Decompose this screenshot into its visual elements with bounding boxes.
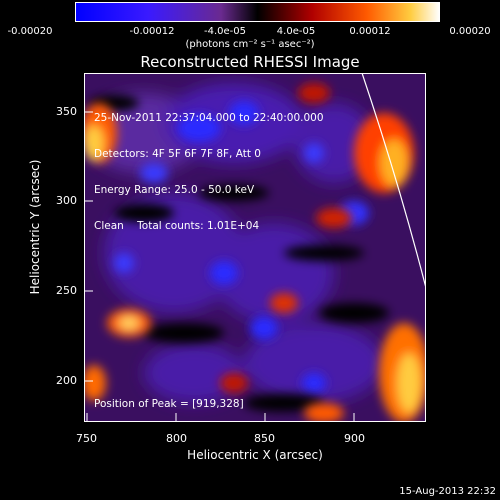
colorbar [75,2,440,22]
info-detectors: Detectors: 4F 5F 6F 7F 8F, Att 0 [94,148,261,160]
x-tick-900: 900 [344,432,365,445]
y-tick-200: 200 [56,374,77,387]
rhessi-image [84,73,426,422]
colorbar-tick-4: 4.0e-05 [276,26,316,37]
peak-position-label: Position of Peak = [919,328] [94,398,244,410]
observation-info: 25-Nov-2011 22:37:04.000 to 22:40:00.000… [94,88,324,244]
x-axis-title: Heliocentric X (arcsec) [187,448,323,462]
y-tick-250: 250 [56,284,77,297]
colorbar-tick-6: 0.00020 [449,26,491,37]
colorbar-tick-5: 0.00012 [349,26,391,37]
y-tick-350: 350 [56,105,77,118]
axis-ticks [84,111,355,422]
info-clean-counts: Clean Total counts: 1.01E+04 [94,220,260,232]
x-tick-850: 850 [254,432,275,445]
info-time-range: 25-Nov-2011 22:37:04.000 to 22:40:00.000 [94,112,324,124]
plot-title: Reconstructed RHESSI Image [140,53,360,71]
timestamp: 15-Aug-2013 22:32 [399,486,496,497]
colorbar-units: (photons cm⁻² s⁻¹ asec⁻²) [185,39,315,50]
x-tick-800: 800 [166,432,187,445]
colorbar-tick-1: -0.00020 [7,26,53,37]
colorbar-tick-3: -4.0e-05 [204,26,246,37]
colorbar-tick-2: -0.00012 [129,26,175,37]
y-axis-title: Heliocentric Y (arcsec) [28,159,42,295]
y-tick-300: 300 [56,194,77,207]
x-tick-750: 750 [76,432,97,445]
info-energy-range: Energy Range: 25.0 - 50.0 keV [94,184,255,196]
